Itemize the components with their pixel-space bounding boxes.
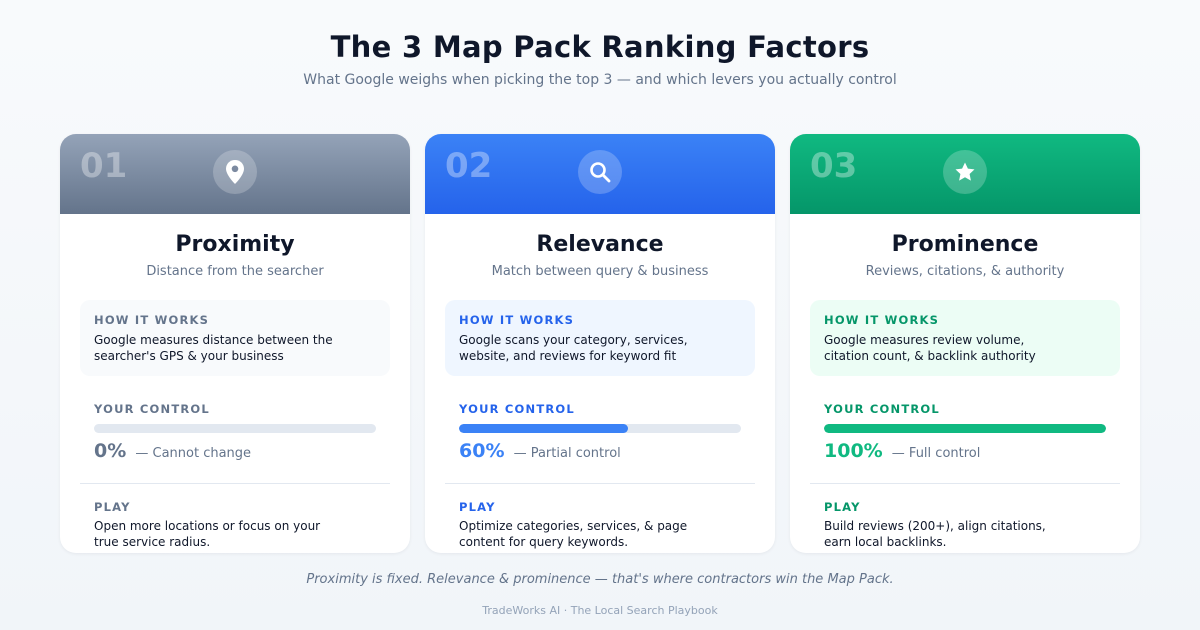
card-description: Match between query & business (491, 264, 709, 279)
card-header: 03 (790, 134, 1140, 214)
control-percent: 60% (459, 440, 505, 462)
control-progress-fill (824, 424, 1106, 433)
how-it-works-label: HOW IT WORKS (94, 313, 210, 327)
how-it-works-box: HOW IT WORKS Google measures review volu… (810, 300, 1120, 376)
how-it-works-text: Google scans your category, services, we… (459, 333, 688, 363)
control-value-row: 100% — Full control (824, 440, 980, 462)
control-percent: 100% (824, 440, 883, 462)
play-text: Optimize categories, services, & page co… (459, 519, 688, 549)
control-value-row: 0% — Cannot change (94, 440, 251, 462)
footer-note: Proximity is fixed. Relevance & prominen… (306, 572, 894, 587)
card-number: 01 (80, 146, 128, 186)
how-it-works-label: HOW IT WORKS (824, 313, 940, 327)
control-note: — Partial control (513, 446, 621, 461)
map-pin-icon (213, 150, 257, 194)
search-icon (578, 150, 622, 194)
play-label: PLAY (94, 500, 131, 514)
star-icon (943, 150, 987, 194)
control-note: — Full control (891, 446, 981, 461)
control-progress-bar (94, 424, 376, 433)
card-header: 01 (60, 134, 410, 214)
divider (445, 483, 755, 484)
control-percent: 0% (94, 440, 127, 462)
footer-brand: TradeWorks AI · The Local Search Playboo… (482, 604, 718, 617)
factor-card-proximity: 01 Proximity Distance from the searcher … (60, 134, 410, 553)
card-title: Prominence (891, 232, 1039, 257)
control-note: — Cannot change (135, 446, 252, 461)
play-text: Open more locations or focus on your tru… (94, 519, 321, 549)
card-number: 02 (445, 146, 493, 186)
control-value-row: 60% — Partial control (459, 440, 621, 462)
how-it-works-text: Google measures distance between the sea… (94, 333, 333, 363)
control-progress-fill (459, 424, 629, 433)
card-description: Reviews, citations, & authority (865, 264, 1065, 279)
your-control-label: YOUR CONTROL (94, 402, 210, 416)
divider (80, 483, 390, 484)
how-it-works-box: HOW IT WORKS Google scans your category,… (445, 300, 755, 376)
page-title: The 3 Map Pack Ranking Factors (330, 30, 870, 64)
how-it-works-box: HOW IT WORKS Google measures distance be… (80, 300, 390, 376)
card-header: 02 (425, 134, 775, 214)
factor-card-prominence: 03 Prominence Reviews, citations, & auth… (790, 134, 1140, 553)
divider (810, 483, 1120, 484)
card-title: Relevance (536, 232, 664, 257)
card-description: Distance from the searcher (146, 264, 324, 279)
play-text: Build reviews (200+), align citations, e… (824, 519, 1046, 549)
play-label: PLAY (459, 500, 496, 514)
control-progress-bar (824, 424, 1106, 433)
your-control-label: YOUR CONTROL (459, 402, 575, 416)
your-control-label: YOUR CONTROL (824, 402, 940, 416)
factor-card-relevance: 02 Relevance Match between query & busin… (425, 134, 775, 553)
card-number: 03 (810, 146, 858, 186)
play-label: PLAY (824, 500, 861, 514)
card-title: Proximity (175, 232, 295, 257)
how-it-works-text: Google measures review volume, citation … (824, 333, 1036, 363)
page-subtitle: What Google weighs when picking the top … (303, 72, 897, 88)
how-it-works-label: HOW IT WORKS (459, 313, 575, 327)
control-progress-bar (459, 424, 741, 433)
